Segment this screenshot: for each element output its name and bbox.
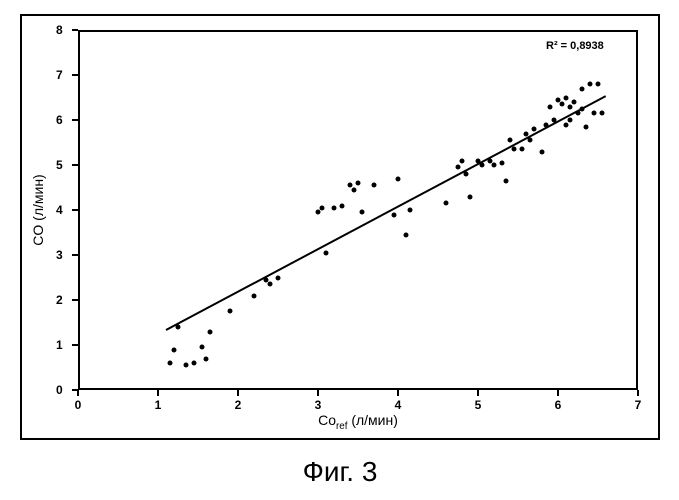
data-point [572, 100, 577, 105]
y-tick [72, 29, 78, 31]
y-axis-label: CO (л/мин) [30, 174, 46, 245]
x-tick-label: 6 [555, 398, 562, 412]
y-tick [72, 74, 78, 76]
data-point [324, 250, 329, 255]
data-point [404, 232, 409, 237]
data-point [460, 158, 465, 163]
x-tick [397, 390, 399, 396]
y-tick-label: 5 [56, 158, 63, 172]
data-point [352, 187, 357, 192]
data-point [444, 201, 449, 206]
data-point [320, 205, 325, 210]
x-tick-label: 2 [235, 398, 242, 412]
data-point [316, 210, 321, 215]
figure-caption: Фиг. 3 [303, 456, 378, 488]
data-point [332, 205, 337, 210]
data-point [500, 160, 505, 165]
y-tick [72, 299, 78, 301]
y-tick [72, 254, 78, 256]
x-tick [557, 390, 559, 396]
data-point [512, 147, 517, 152]
data-point [584, 124, 589, 129]
data-point [456, 165, 461, 170]
data-point [392, 212, 397, 217]
y-tick [72, 209, 78, 211]
y-tick-label: 4 [56, 203, 63, 217]
data-point [356, 181, 361, 186]
x-tick [637, 390, 639, 396]
y-tick-label: 3 [56, 248, 63, 262]
y-tick [72, 119, 78, 121]
r-squared-annotation: R² = 0,8938 [546, 40, 604, 52]
data-point [372, 183, 377, 188]
figure-wrap: 0 1 2 3 4 5 6 7 0 1 2 3 4 5 6 7 8 R² = 0,8938 CO (л/мин)… [0, 0, 679, 500]
data-point [200, 345, 205, 350]
data-point [596, 82, 601, 87]
y-tick-label: 2 [56, 293, 63, 307]
data-point [204, 356, 209, 361]
y-tick-label: 0 [56, 383, 63, 397]
data-point [504, 178, 509, 183]
data-point [184, 363, 189, 368]
x-tick [477, 390, 479, 396]
x-axis-label: Coref (л/мин) [318, 412, 398, 432]
data-point [600, 111, 605, 116]
data-point [588, 82, 593, 87]
x-tick-label: 7 [635, 398, 642, 412]
y-tick [72, 164, 78, 166]
data-point [520, 147, 525, 152]
data-point [268, 282, 273, 287]
data-point [564, 95, 569, 100]
data-point [252, 293, 257, 298]
data-point [564, 122, 569, 127]
data-point [276, 275, 281, 280]
x-tick [157, 390, 159, 396]
data-point [192, 361, 197, 366]
data-point [592, 111, 597, 116]
data-point [580, 86, 585, 91]
data-point [208, 329, 213, 334]
data-point [508, 138, 513, 143]
data-point [340, 203, 345, 208]
data-point [396, 176, 401, 181]
x-tick-label: 0 [75, 398, 82, 412]
y-tick [72, 344, 78, 346]
data-point [528, 138, 533, 143]
data-point [168, 361, 173, 366]
y-tick-label: 6 [56, 113, 63, 127]
data-point [408, 208, 413, 213]
x-tick-label: 4 [395, 398, 402, 412]
x-tick-label: 1 [155, 398, 162, 412]
data-point [568, 118, 573, 123]
x-tick-label: 5 [475, 398, 482, 412]
data-point [228, 309, 233, 314]
data-point [540, 149, 545, 154]
data-point [548, 104, 553, 109]
y-tick [72, 389, 78, 391]
plot-area [78, 30, 638, 390]
data-point [560, 102, 565, 107]
x-tick [317, 390, 319, 396]
data-point [492, 163, 497, 168]
data-point [468, 194, 473, 199]
data-point [568, 104, 573, 109]
data-point [360, 210, 365, 215]
x-tick [237, 390, 239, 396]
x-tick-label: 3 [315, 398, 322, 412]
y-tick-label: 1 [56, 338, 63, 352]
y-tick-label: 7 [56, 68, 63, 82]
data-point [172, 347, 177, 352]
y-tick-label: 8 [56, 23, 63, 37]
